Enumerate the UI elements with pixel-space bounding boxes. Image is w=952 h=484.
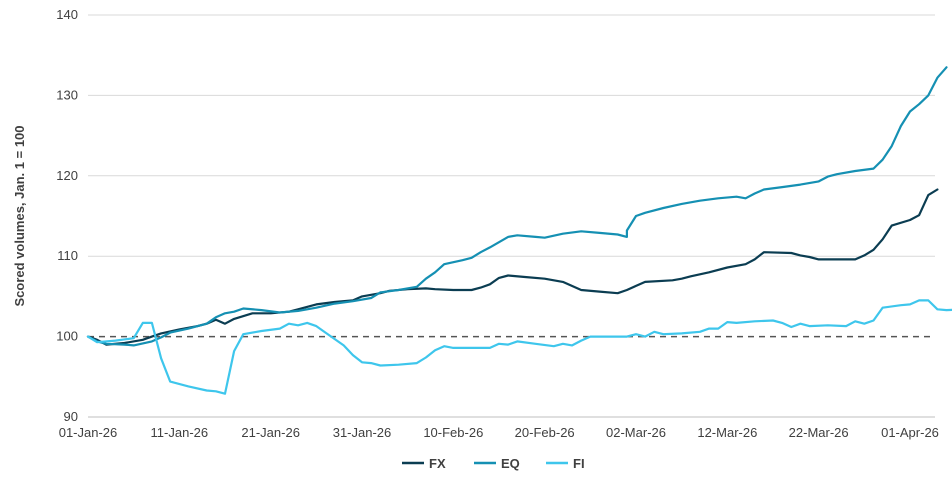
series-lines — [86, 66, 952, 395]
series-line-fx — [86, 188, 939, 346]
legend-label-eq: EQ — [501, 456, 520, 471]
y-tick-label: 110 — [57, 248, 78, 263]
x-tick-label: 31-Jan-26 — [333, 425, 392, 440]
legend-label-fx: FX — [429, 456, 446, 471]
series-line-fi — [86, 299, 952, 395]
y-tick-label: 90 — [64, 409, 78, 424]
legend: FX EQ FI — [402, 456, 585, 471]
x-tick-label: 21-Jan-26 — [241, 425, 300, 440]
x-tick-label: 22-Mar-26 — [789, 425, 849, 440]
x-tick-label: 20-Feb-26 — [515, 425, 575, 440]
x-tick-label: 10-Feb-26 — [423, 425, 483, 440]
x-tick-label: 01-Apr-26 — [881, 425, 939, 440]
y-tick-label: 140 — [56, 7, 78, 22]
y-axis-title: Scored volumes, Jan. 1 = 100 — [12, 125, 27, 306]
y-tick-label: 120 — [56, 168, 78, 183]
series-line-eq — [86, 66, 948, 347]
legend-label-fi: FI — [573, 456, 585, 471]
y-tick-label: 100 — [56, 329, 78, 344]
y-axis-ticks: 90 100 110 120 130 140 — [56, 7, 78, 424]
x-tick-label: 01-Jan-26 — [59, 425, 118, 440]
gridlines — [88, 14, 935, 257]
y-tick-label: 130 — [56, 87, 78, 102]
x-tick-label: 02-Mar-26 — [606, 425, 666, 440]
x-axis-ticks: 01-Jan-26 11-Jan-26 21-Jan-26 31-Jan-26 10-F… — [59, 425, 939, 440]
x-tick-label: 11-Jan-26 — [151, 425, 209, 440]
x-tick-label: 12-Mar-26 — [697, 425, 757, 440]
